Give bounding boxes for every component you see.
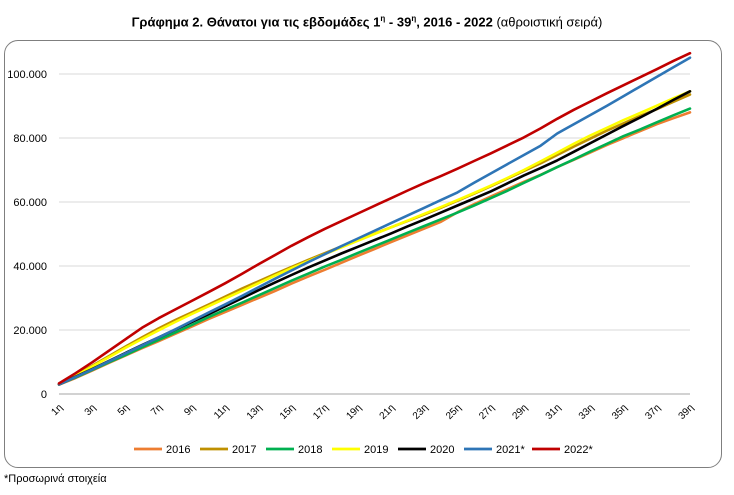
- x-tick-label: 19η: [344, 402, 364, 422]
- y-tick-label: 60.000: [13, 197, 47, 209]
- y-tick-label: 100.000: [7, 69, 47, 81]
- series-line-2022: [57, 51, 692, 385]
- y-tick-label: 20.000: [13, 325, 47, 337]
- legend-label: 2017: [232, 444, 256, 456]
- x-tick-label: 11η: [212, 402, 231, 421]
- series-line-2018: [57, 107, 692, 386]
- x-tick-label: 33η: [577, 402, 597, 422]
- x-tick-label: 25η: [444, 402, 464, 422]
- x-tick-label: 5η: [116, 402, 132, 418]
- chart-title-years: , 2016 - 2022: [416, 14, 493, 30]
- x-tick-label: 17η: [311, 402, 331, 422]
- legend-item-2018: 2018: [266, 444, 322, 456]
- y-tick-label: 40.000: [13, 261, 47, 273]
- legend-item-2022: 2022*: [532, 444, 593, 456]
- x-tick-label: 21η: [378, 402, 398, 422]
- x-tick-label: 1η: [49, 402, 65, 418]
- x-tick-label: 13η: [245, 402, 265, 422]
- legend-item-2020: 2020: [398, 444, 454, 456]
- chart-title-mid: - 39: [385, 14, 412, 30]
- chart-title-main: Γράφημα 2. Θάνατοι για τις εβδομάδες 1: [131, 14, 381, 30]
- x-tick-label: 35η: [610, 402, 630, 422]
- legend-label: 2021*: [496, 444, 525, 456]
- chart-title-suffix: (αθροιστική σειρά): [492, 14, 603, 30]
- x-axis: 1η 3η 5η 7η 9η 11η 13η 15η 17η 19η 21η 23η 25η 27η 29η…: [49, 402, 696, 422]
- legend-label: 2018: [298, 444, 322, 456]
- x-tick-label: 39η: [677, 402, 697, 422]
- chart-frame: [4, 40, 722, 468]
- x-tick-label: 9η: [182, 402, 198, 418]
- footnote: *Προσωρινά στοιχεία: [4, 473, 107, 485]
- x-tick-label: 37η: [643, 402, 663, 422]
- legend-label: 2019: [364, 444, 388, 456]
- x-tick-label: 3η: [83, 402, 99, 418]
- series-line-2021: [57, 56, 692, 386]
- series-line-2016: [57, 111, 692, 387]
- legend-item-2017: 2017: [200, 444, 256, 456]
- y-tick-label: 0: [41, 389, 47, 401]
- x-tick-label: 7η: [149, 402, 165, 418]
- x-tick-label: 23η: [411, 402, 431, 422]
- x-tick-label: 27η: [477, 402, 497, 422]
- series-line-2019: [57, 90, 692, 386]
- chart-title-sup-1: η: [380, 14, 386, 23]
- legend: 2016 2017 2018 2019 2020 2021* 2022*: [134, 444, 593, 456]
- legend-label: 2016: [166, 444, 190, 456]
- series-lines: [57, 51, 692, 387]
- legend-item-2019: 2019: [332, 444, 388, 456]
- y-tick-label: 80.000: [13, 133, 47, 145]
- legend-item-2021: 2021*: [464, 444, 525, 456]
- x-tick-label: 29η: [510, 402, 530, 422]
- y-axis: 0 20.000 40.000 60.000 80.000 100.000: [7, 69, 47, 401]
- x-tick-label: 15η: [278, 402, 298, 422]
- legend-label: 2020: [430, 444, 454, 456]
- chart-title: Γράφημα 2. Θάνατοι για τις εβδομάδες 1η …: [0, 14, 734, 29]
- x-tick-label: 31η: [544, 402, 564, 422]
- chart-title-sup-2: η: [411, 14, 417, 23]
- legend-label: 2022*: [564, 444, 593, 456]
- legend-item-2016: 2016: [134, 444, 190, 456]
